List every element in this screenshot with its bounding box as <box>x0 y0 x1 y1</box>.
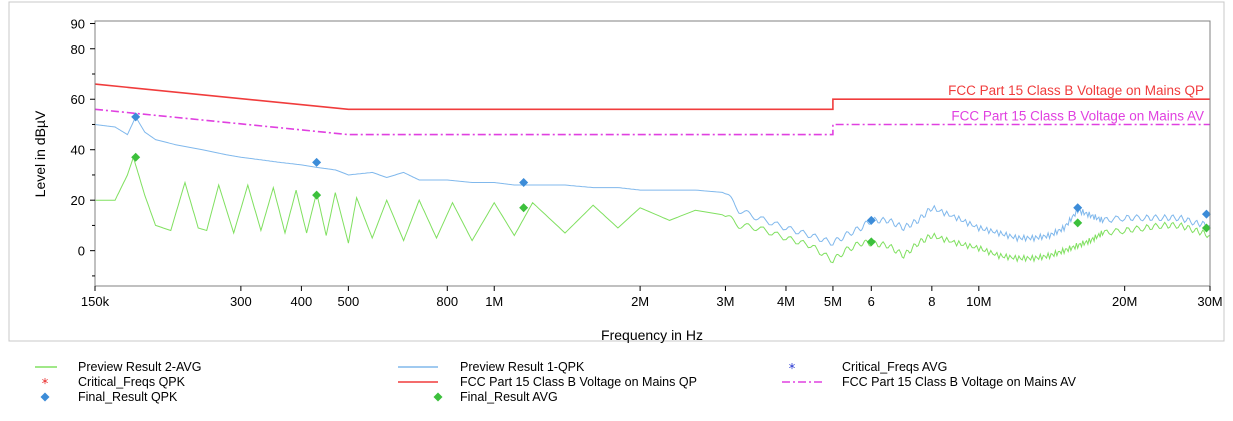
x-tick-label: 300 <box>230 294 252 309</box>
legend-label-final-result-qpk: Final_Result QPK <box>78 390 178 404</box>
y-tick-label: 20 <box>71 193 85 208</box>
data-point-final-result-avg <box>866 237 876 247</box>
series-line-fcc-part-15-class-b-voltage-on-mains-av <box>94 108 1210 136</box>
data-point-final-result-avg <box>131 152 141 162</box>
x-axis-label: Frequency in Hz <box>601 327 703 343</box>
legend-label-fcc-part-15-class-b-voltage-on-mains-qp: FCC Part 15 Class B Voltage on Mains QP <box>460 375 697 389</box>
legend-swatch-final-result-avg <box>433 392 443 402</box>
legend-label-final-result-avg: Final_Result AVG <box>460 390 558 404</box>
x-tick-label: 3M <box>716 294 734 309</box>
x-tick-label: 800 <box>436 294 458 309</box>
y-tick-label: 60 <box>71 92 85 107</box>
data-point-final-result-qpk <box>1201 209 1211 219</box>
data-point-final-result-qpk <box>519 178 529 188</box>
data-point-final-result-qpk <box>312 157 322 167</box>
y-tick-label: 0 <box>78 244 85 259</box>
outer-frame <box>8 1 1225 342</box>
limit-line-label: FCC Part 15 Class B Voltage on Mains QP <box>948 83 1204 98</box>
legend-swatch-final-result-qpk <box>40 392 50 402</box>
legend-label-preview-result-2-avg: Preview Result 2-AVG <box>78 360 201 374</box>
data-point-final-result-qpk <box>866 215 876 225</box>
plot-area-frame <box>94 20 1211 287</box>
data-point-final-result-avg <box>1201 223 1211 233</box>
y-tick-label: 80 <box>71 42 85 57</box>
y-tick-label: 40 <box>71 143 85 158</box>
data-point-final-result-avg <box>1073 218 1083 228</box>
x-tick-label: 2M <box>631 294 649 309</box>
x-tick-label: 30M <box>1197 294 1222 309</box>
data-point-final-result-qpk <box>131 112 141 122</box>
x-tick-label: 150k <box>81 294 110 309</box>
x-tick-label: 8 <box>928 294 935 309</box>
legend-label-critical-freqs-qpk: Critical_Freqs QPK <box>78 375 186 389</box>
x-tick-label: 1M <box>485 294 503 309</box>
data-point-final-result-avg <box>312 190 322 200</box>
series-line-preview-result-2-avg <box>95 155 1211 264</box>
data-point-final-result-qpk <box>1073 203 1083 213</box>
legend-label-critical-freqs-avg: Critical_Freqs AVG <box>842 360 947 374</box>
series-line-preview-result-1-qpk <box>94 115 1211 246</box>
limit-line-label: FCC Part 15 Class B Voltage on Mains AV <box>951 108 1204 123</box>
x-tick-label: 10M <box>966 294 991 309</box>
x-tick-label: 20M <box>1112 294 1137 309</box>
x-tick-label: 5M <box>824 294 842 309</box>
legend-label-preview-result-1-qpk: Preview Result 1-QPK <box>460 360 585 374</box>
x-tick-label: 6 <box>868 294 875 309</box>
x-tick-label: 400 <box>291 294 313 309</box>
data-point-final-result-avg <box>519 203 529 213</box>
legend-label-fcc-part-15-class-b-voltage-on-mains-av: FCC Part 15 Class B Voltage on Mains AV <box>842 375 1077 389</box>
legend-swatch-critical-freqs-qpk: * <box>42 377 49 392</box>
legend-swatch-critical-freqs-avg: * <box>789 362 796 377</box>
y-axis-label: Level in dBµV <box>32 110 48 197</box>
x-tick-label: 4M <box>777 294 795 309</box>
x-tick-label: 500 <box>338 294 360 309</box>
y-tick-label: 90 <box>71 17 85 32</box>
series-line-fcc-part-15-class-b-voltage-on-mains-qp <box>94 83 1210 111</box>
